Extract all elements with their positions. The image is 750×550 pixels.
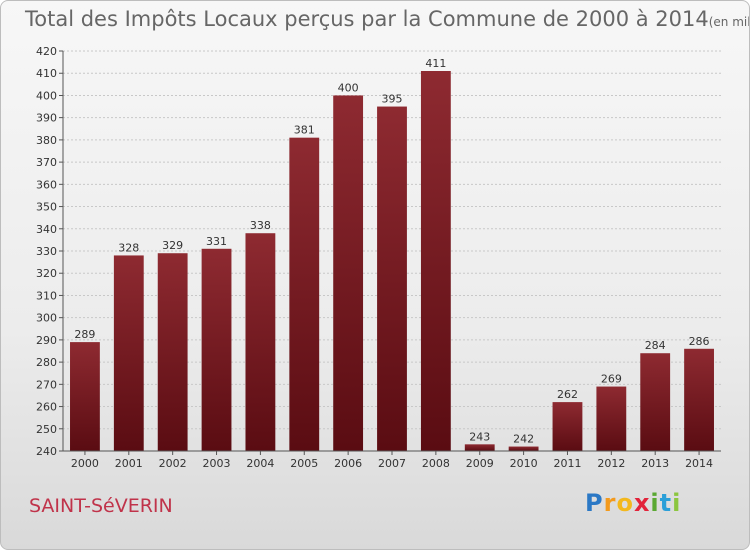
x-tick-label-2012: 2012 bbox=[597, 457, 625, 470]
value-label-2007: 395 bbox=[382, 93, 403, 106]
logo-letter: t bbox=[659, 489, 673, 517]
value-label-2002: 329 bbox=[162, 239, 183, 252]
y-tick-label: 270 bbox=[36, 378, 57, 391]
logo-letter: i bbox=[650, 489, 660, 517]
y-tick-label: 350 bbox=[36, 201, 57, 214]
x-tick-label-2008: 2008 bbox=[422, 457, 450, 470]
y-tick-label: 410 bbox=[36, 67, 57, 80]
y-tick-label: 260 bbox=[36, 401, 57, 414]
value-label-2010: 242 bbox=[513, 433, 534, 446]
value-label-2009: 243 bbox=[469, 430, 490, 443]
value-label-2013: 284 bbox=[645, 339, 666, 352]
y-tick-label: 370 bbox=[36, 156, 57, 169]
x-tick-label-2009: 2009 bbox=[466, 457, 494, 470]
value-label-2012: 269 bbox=[601, 373, 622, 386]
bar-2008 bbox=[420, 71, 451, 451]
logo-letter: i bbox=[672, 489, 682, 517]
bar-2007 bbox=[377, 106, 407, 452]
bar-2011 bbox=[552, 402, 583, 451]
bar-2003 bbox=[201, 248, 232, 451]
bar-2002 bbox=[157, 253, 188, 451]
x-tick-label-2010: 2010 bbox=[510, 457, 538, 470]
value-label-2008: 411 bbox=[425, 57, 446, 70]
y-tick-label: 390 bbox=[36, 112, 57, 125]
bar-2000 bbox=[70, 342, 100, 451]
x-tick-label-2004: 2004 bbox=[246, 457, 274, 470]
x-tick-label-2006: 2006 bbox=[334, 457, 362, 470]
bar-2014 bbox=[684, 348, 714, 451]
bar-2004 bbox=[245, 233, 276, 451]
y-tick-label: 300 bbox=[36, 312, 57, 325]
x-tick-label-2007: 2007 bbox=[378, 457, 406, 470]
bar-2005 bbox=[289, 137, 320, 451]
value-label-2011: 262 bbox=[557, 388, 578, 401]
y-tick-label: 240 bbox=[36, 445, 57, 458]
x-tick-label-2001: 2001 bbox=[115, 457, 143, 470]
x-tick-label-2003: 2003 bbox=[203, 457, 231, 470]
y-tick-label: 400 bbox=[36, 89, 57, 102]
chart-title: Total des Impôts Locaux perçus par la Co… bbox=[25, 7, 709, 31]
value-label-2004: 338 bbox=[250, 219, 271, 232]
x-tick-label-2002: 2002 bbox=[159, 457, 187, 470]
bar-2001 bbox=[113, 255, 144, 451]
logo-letter: P bbox=[585, 489, 604, 517]
x-tick-label-2013: 2013 bbox=[641, 457, 669, 470]
x-tick-label-2014: 2014 bbox=[685, 457, 713, 470]
bar-2009 bbox=[464, 444, 495, 451]
y-tick-label: 330 bbox=[36, 245, 57, 258]
commune-name: SAINT-SéVERIN bbox=[29, 495, 173, 517]
value-label-2003: 331 bbox=[206, 235, 227, 248]
value-label-2000: 289 bbox=[74, 328, 95, 341]
value-label-2001: 328 bbox=[118, 241, 139, 254]
chart-unit: (en milliers d'€) bbox=[708, 15, 749, 29]
bars: 289 328 329 331 338 381 400 395 411 243 242 262 269 2… bbox=[70, 57, 714, 452]
x-tick-label-2005: 2005 bbox=[290, 457, 318, 470]
y-tick-label: 250 bbox=[36, 423, 57, 436]
y-tick-label: 310 bbox=[36, 289, 57, 302]
value-label-2005: 381 bbox=[294, 124, 315, 137]
bar-2010 bbox=[508, 446, 539, 451]
logo-letter: o bbox=[616, 489, 634, 517]
y-tick-label: 280 bbox=[36, 356, 57, 369]
y-tick-label: 290 bbox=[36, 334, 57, 347]
value-label-2006: 400 bbox=[338, 81, 359, 94]
proxiti-logo: Proxiti bbox=[585, 489, 681, 517]
y-tick-label: 340 bbox=[36, 223, 57, 236]
bar-2012 bbox=[596, 386, 627, 451]
x-axis: 2000 2001 2002 2003 2004 2005 2006 2007 2008 2009… bbox=[63, 450, 721, 470]
bar-2006 bbox=[333, 95, 364, 451]
y-tick-label: 420 bbox=[36, 45, 57, 58]
value-label-2014: 286 bbox=[689, 335, 710, 348]
title-block: Total des Impôts Locaux perçus par la Co… bbox=[25, 7, 749, 31]
y-axis: 240 250 260 270 280 290 300 310 320 330 340 350 360 3… bbox=[36, 45, 64, 458]
logo-letter: r bbox=[603, 489, 617, 517]
y-tick-label: 380 bbox=[36, 134, 57, 147]
y-tick-label: 360 bbox=[36, 178, 57, 191]
logo-letter: x bbox=[633, 489, 651, 517]
x-tick-label-2000: 2000 bbox=[71, 457, 99, 470]
y-tick-label: 320 bbox=[36, 267, 57, 280]
x-tick-label-2011: 2011 bbox=[553, 457, 581, 470]
bar-2013 bbox=[640, 353, 671, 451]
